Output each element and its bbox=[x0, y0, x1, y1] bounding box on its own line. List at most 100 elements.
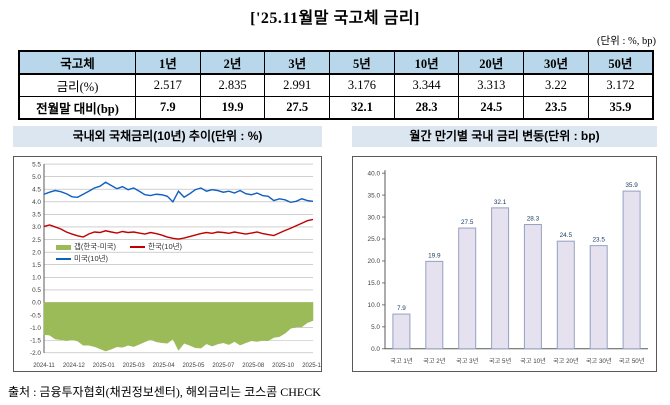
bar bbox=[589, 245, 608, 350]
axis-label: 국고 2년 bbox=[423, 357, 446, 365]
legend-item-korea: 한국(10년) bbox=[130, 241, 182, 253]
axis-label: 2025-11 bbox=[302, 363, 321, 369]
axis-label: 20.0 bbox=[368, 258, 381, 265]
table-cell: 23.5 bbox=[523, 96, 589, 120]
axis-label: 35.0 bbox=[368, 192, 381, 199]
legend-row: 갭(한국-미국) 한국(10년) bbox=[56, 241, 182, 253]
axis-label: -2.0 bbox=[30, 350, 41, 357]
legend-item-gap: 갭(한국-미국) bbox=[56, 241, 116, 253]
axis-label: 15.0 bbox=[368, 280, 381, 287]
row-label: 전월말 대비(bp) bbox=[18, 96, 136, 120]
bar bbox=[491, 207, 510, 350]
bar bbox=[523, 224, 542, 350]
axis-label: 1.0 bbox=[32, 275, 41, 282]
axis-label: 1.5 bbox=[32, 262, 41, 269]
axis-label: -0.5 bbox=[30, 312, 41, 319]
header-cell: 30년 bbox=[523, 50, 589, 75]
legend-item-us: 미국(10년) bbox=[56, 253, 108, 265]
header-cell: 10년 bbox=[393, 50, 460, 75]
axis-label: 35.9 bbox=[625, 182, 638, 189]
axis-label: 24.5 bbox=[560, 232, 573, 239]
axis-label: 2.0 bbox=[32, 249, 41, 256]
axis-label: 2025-01 bbox=[93, 363, 116, 369]
korea-line-swatch-icon bbox=[130, 246, 145, 248]
line-chart-svg: 5.5 5.0 4.5 4.0 3.5 3.0 2.5 2.0 1.5 1.0 0.5 0.0 -0.5… bbox=[30, 161, 321, 369]
axis-label: 25.0 bbox=[368, 236, 381, 243]
axis-label: 4.5 bbox=[32, 186, 41, 193]
table-cell: 2.835 bbox=[199, 73, 266, 97]
axis-label: 국고 10년 bbox=[520, 357, 546, 365]
gap-area-swatch-icon bbox=[56, 244, 71, 250]
chart-legend: 갭(한국-미국) 한국(10년) 미국(10년) bbox=[56, 241, 182, 265]
axis-label: 4.0 bbox=[32, 199, 41, 206]
us-line-swatch-icon bbox=[56, 258, 71, 260]
axis-label: 2024-12 bbox=[63, 363, 86, 369]
table-cell: 28.3 bbox=[393, 96, 460, 120]
bar bbox=[425, 260, 444, 350]
table-cell: 35.9 bbox=[587, 96, 654, 120]
charts-area: 국내외 국채금리(10년) 추이(단위 : %) 5.5 5.0 4.5 4.0 3.5… bbox=[0, 126, 670, 376]
bar bbox=[458, 227, 477, 350]
table-cell: 27.5 bbox=[264, 96, 331, 120]
axis-label: 2025-10 bbox=[272, 363, 295, 369]
axis-label: 5.0 bbox=[32, 174, 41, 181]
table-cell: 19.9 bbox=[199, 96, 266, 120]
axis-label: 27.5 bbox=[461, 219, 474, 226]
row-label: 금리(%) bbox=[18, 73, 136, 97]
axis-label: -1.0 bbox=[30, 325, 41, 332]
header-cell: 50년 bbox=[587, 50, 654, 75]
legend-label: 한국(10년) bbox=[148, 242, 183, 251]
bar bbox=[392, 313, 411, 350]
table-header-row: 국고체 1년 2년 3년 5년 10년 20년 30년 50년 bbox=[18, 50, 654, 75]
axis-label: 23.5 bbox=[592, 237, 605, 244]
bar bbox=[556, 240, 575, 350]
line-chart-box: 5.5 5.0 4.5 4.0 3.5 3.0 2.5 2.0 1.5 1.0 0.5 0.0 -0.5… bbox=[13, 156, 322, 372]
axis-label: 19.9 bbox=[428, 252, 441, 259]
axis-label: 30.0 bbox=[368, 214, 381, 221]
bar-chart-panel: 월간 만기별 국내 금리 변동(단위 : bp) 0.0 5.0 10.0 15.0 2… bbox=[352, 126, 657, 372]
axis-label: 10.0 bbox=[368, 302, 381, 309]
table-cell: 7.9 bbox=[135, 96, 201, 120]
header-cell: 2년 bbox=[199, 50, 266, 75]
table-cell: 3.176 bbox=[329, 73, 395, 97]
header-cell: 1년 bbox=[135, 50, 201, 75]
bond-rate-table: 국고체 1년 2년 3년 5년 10년 20년 30년 50년 금리(%) 2.… bbox=[18, 50, 654, 120]
axis-label: -1.5 bbox=[30, 337, 41, 344]
axis-label: 국고 20년 bbox=[553, 357, 579, 365]
table-row-change: 전월말 대비(bp) 7.9 19.9 27.5 32.1 28.3 24.5 … bbox=[18, 96, 654, 120]
legend-label: 미국(10년) bbox=[74, 254, 109, 263]
table-row-rate: 금리(%) 2.517 2.835 2.991 3.176 3.344 3.31… bbox=[18, 73, 654, 97]
axis-label: 5.0 bbox=[371, 324, 380, 331]
legend-label: 갭(한국-미국) bbox=[74, 242, 116, 251]
axis-label: 0.0 bbox=[32, 300, 41, 307]
header-cell: 국고체 bbox=[18, 50, 136, 75]
axis-label: 국고 3년 bbox=[456, 357, 479, 365]
bar-chart-svg: 0.0 5.0 10.0 15.0 20.0 25.0 30.0 35.0 40.0 7.9 국고 … bbox=[368, 170, 648, 365]
axis-label: 국고 5년 bbox=[489, 357, 512, 365]
gap-area-series bbox=[43, 302, 314, 352]
axis-label: 5.5 bbox=[32, 161, 41, 168]
table-cell: 3.313 bbox=[458, 73, 525, 97]
bar bbox=[622, 190, 641, 350]
axis-label: 28.3 bbox=[527, 215, 540, 222]
axis-label: 2025-08 bbox=[242, 363, 265, 369]
axis-label: 0.0 bbox=[371, 346, 380, 353]
table-cell: 3.22 bbox=[523, 73, 589, 97]
axis-label: 국고 1년 bbox=[390, 357, 413, 365]
axis-label: 2025-05 bbox=[182, 363, 205, 369]
axis-label: 32.1 bbox=[494, 199, 507, 206]
source-note: 출처 : 금융투자협회(채권정보센터), 해외금리는 코스콤 CHECK bbox=[8, 385, 321, 399]
bar-chart-box: 0.0 5.0 10.0 15.0 20.0 25.0 30.0 35.0 40.0 7.9 국고 … bbox=[352, 156, 657, 372]
line-series bbox=[43, 218, 314, 240]
axis-label: 2025-03 bbox=[123, 363, 146, 369]
axis-label: 국고 30년 bbox=[586, 357, 612, 365]
axis-label: 40.0 bbox=[368, 170, 381, 177]
table-cell: 3.172 bbox=[587, 73, 654, 97]
line-chart-panel: 국내외 국채금리(10년) 추이(단위 : %) 5.5 5.0 4.5 4.0 3.5… bbox=[13, 126, 322, 372]
table-cell: 24.5 bbox=[458, 96, 525, 120]
axis-label: 2024-11 bbox=[33, 363, 55, 369]
axis-label: 3.5 bbox=[32, 212, 41, 219]
header-cell: 20년 bbox=[458, 50, 525, 75]
line-chart-title: 국내외 국채금리(10년) 추이(단위 : %) bbox=[13, 126, 322, 147]
header-cell: 3년 bbox=[264, 50, 331, 75]
